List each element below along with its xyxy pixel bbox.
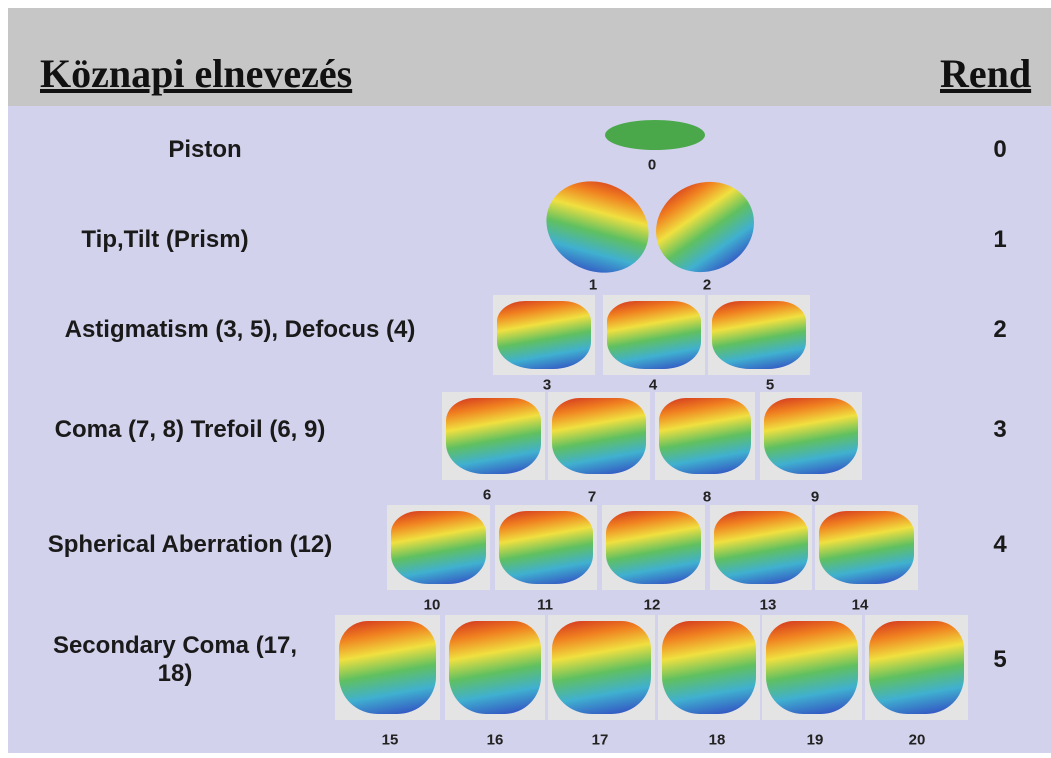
mode-number: 1	[588, 276, 598, 294]
mode-number: 14	[851, 596, 869, 614]
surface	[387, 505, 490, 590]
surface	[603, 295, 705, 375]
surface	[493, 295, 595, 375]
mode-number: 12	[643, 596, 661, 614]
mode-number: 20	[908, 731, 926, 749]
order-title: Rend	[940, 51, 1032, 96]
mode-number: 16	[486, 731, 504, 749]
surface	[760, 392, 862, 480]
surface	[815, 505, 918, 590]
surface	[658, 615, 760, 720]
surface-shape	[446, 398, 541, 474]
row-order: 1	[993, 226, 1007, 253]
surface	[548, 615, 655, 720]
surface-shape	[531, 164, 664, 290]
surface-shape	[339, 621, 436, 714]
mode-number: 2	[702, 276, 712, 294]
mode-number: 5	[765, 376, 775, 394]
header: Köznapi elnevezés Rend	[8, 8, 1051, 106]
surface	[605, 120, 705, 150]
surface	[548, 392, 650, 480]
surface	[710, 505, 812, 590]
mode-number: 4	[648, 376, 658, 394]
row-name: Astigmatism (3, 5), Defocus (4)	[64, 316, 416, 343]
mode-number: 3	[542, 376, 552, 394]
surface-shape	[764, 398, 858, 474]
mode-number: 15	[381, 731, 399, 749]
row-order: 2	[993, 316, 1007, 343]
row-order: 3	[993, 416, 1007, 443]
mode-number: 10	[423, 596, 441, 614]
surface	[641, 165, 769, 289]
surface	[602, 505, 705, 590]
row-name: Coma (7, 8) Trefoil (6, 9)	[54, 416, 326, 443]
row-order: 0	[993, 136, 1007, 163]
row-name: Piston	[168, 136, 242, 163]
surface-shape	[391, 511, 486, 584]
surface-shape	[552, 398, 646, 474]
surface	[445, 615, 545, 720]
surface	[708, 295, 810, 375]
surface-shape	[819, 511, 914, 584]
title: Köznapi elnevezés	[40, 51, 353, 96]
surface	[531, 164, 664, 290]
surface	[762, 615, 862, 720]
mode-number: 8	[702, 488, 712, 506]
mode-number: 13	[759, 596, 777, 614]
row-name: Secondary Coma (17, 18)	[52, 632, 298, 687]
row-order: 4	[993, 531, 1007, 558]
surface-shape	[869, 621, 964, 714]
surface-shape	[606, 511, 701, 584]
surface-shape	[497, 301, 591, 369]
surface-shape	[662, 621, 756, 714]
surface	[655, 392, 755, 480]
surface-shape	[714, 511, 808, 584]
mode-number: 0	[647, 156, 657, 174]
row-name: Tip,Tilt (Prism)	[81, 226, 249, 253]
mode-number: 17	[591, 731, 609, 749]
mode-number: 9	[810, 488, 820, 506]
surface-shape	[552, 621, 651, 714]
mode-number: 19	[806, 731, 824, 749]
mode-number: 11	[537, 596, 553, 614]
mode-number: 7	[587, 488, 597, 506]
surface-shape	[766, 621, 858, 714]
surface	[865, 615, 968, 720]
slide: Köznapi elnevezés Rend Piston 0 0 Tip,Tilt …	[8, 8, 1051, 753]
row-order: 5	[993, 646, 1007, 673]
row-name: Spherical Aberration (12)	[47, 531, 333, 558]
surface	[442, 392, 545, 480]
surface	[495, 505, 597, 590]
surface-shape	[712, 301, 806, 369]
surface-shape	[449, 621, 541, 714]
mode-number: 6	[482, 486, 492, 504]
surface-shape	[607, 301, 701, 369]
surface-shape	[641, 165, 769, 289]
surface-shape	[659, 398, 751, 474]
surface-shape	[499, 511, 593, 584]
surface	[335, 615, 440, 720]
mode-number: 18	[708, 731, 726, 749]
